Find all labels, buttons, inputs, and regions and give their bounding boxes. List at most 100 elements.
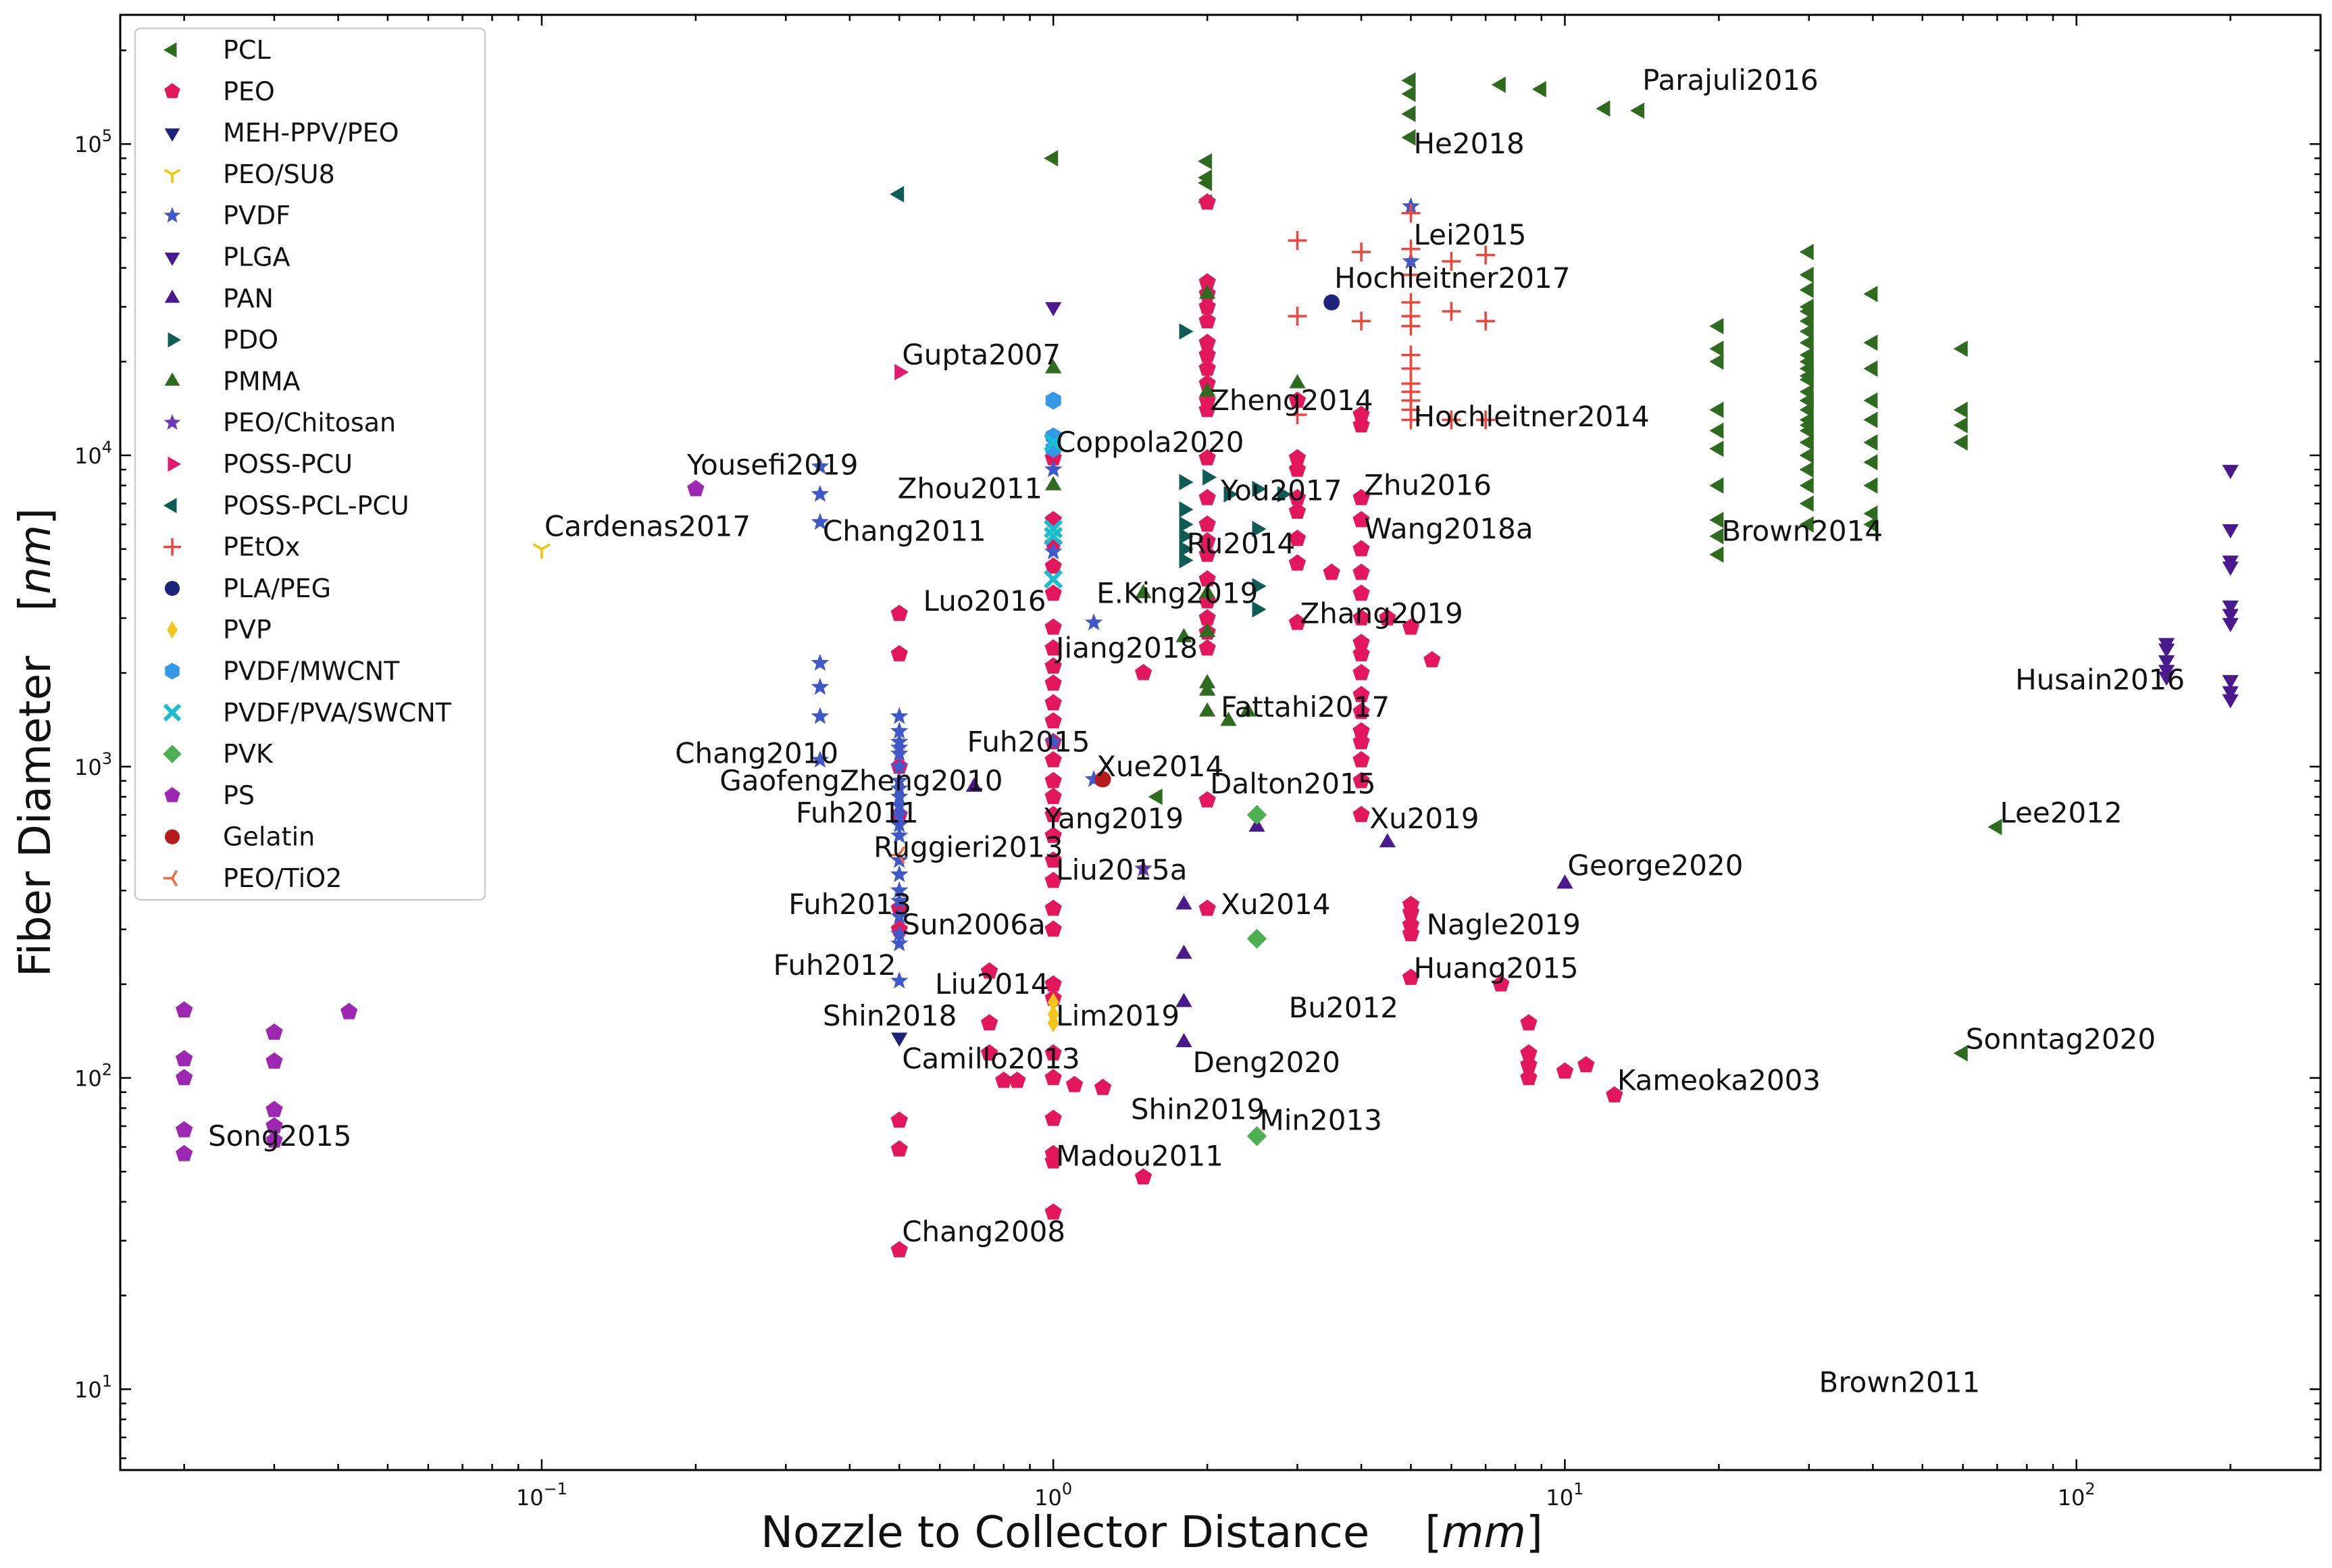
pvdf-point [890, 881, 909, 899]
petox-point [1401, 410, 1421, 430]
peo-point [1520, 1069, 1538, 1086]
peo-point [1402, 903, 1420, 920]
peo-point [1044, 826, 1062, 843]
pcl-point [1799, 299, 1814, 315]
petox-point [1288, 306, 1307, 326]
pcl-point [1863, 360, 1878, 377]
peo-point [1288, 554, 1307, 571]
legend-label: PVDF [223, 201, 290, 230]
legend-label: Gelatin [223, 822, 315, 852]
y-tick-label: 102 [74, 1061, 112, 1092]
peo-point [1094, 1078, 1112, 1095]
pcl-point [1863, 334, 1878, 351]
annotation-label: Hochleitner2017 [1334, 261, 1570, 295]
plga-point [2222, 465, 2239, 480]
peo-point [1044, 851, 1062, 868]
peo-point [1044, 899, 1062, 916]
legend-marker-pmma [164, 372, 180, 386]
annotation-label: GaofengZheng2010 [719, 764, 1003, 797]
annotation-label: Gupta2007 [902, 338, 1061, 372]
annotation-label: Zhou2011 [898, 472, 1043, 505]
peo-point [1352, 405, 1370, 422]
peo-point [1198, 449, 1216, 465]
pcl-point [1799, 495, 1814, 512]
legend-marker-pdo [168, 332, 181, 348]
pcl-point [1953, 401, 1968, 418]
peo-point [1044, 1152, 1062, 1169]
tick-labels: 10−1 100 101 102 101 102 103 104 105 [74, 126, 2096, 1511]
pdo-point [1179, 474, 1194, 490]
pcl-point [1799, 334, 1814, 351]
peo-point [1198, 193, 1216, 210]
pcl-point [1401, 105, 1416, 122]
pcl-point [1709, 318, 1724, 334]
peo-point [1352, 416, 1370, 433]
peo-chitosan-point [1134, 859, 1152, 877]
peo-point [1520, 1044, 1538, 1061]
peo-point [1044, 694, 1062, 711]
pcl-point [1709, 528, 1724, 545]
pdo-point [1277, 486, 1292, 503]
pcl-point [1863, 516, 1878, 533]
pmma-point [1045, 359, 1062, 374]
pvdf-point [1084, 769, 1103, 787]
legend-label: PEO/Chitosan [223, 408, 396, 438]
legend: PCL PEO MEH-PPV/PEO PEO/SU8 PVDF PLGA PAN PDO PM… [134, 27, 486, 901]
pcl-point [1953, 340, 1968, 357]
annotation-label: Kameoka2003 [1617, 1064, 1821, 1097]
annotation-label: Nagle2019 [1427, 908, 1581, 941]
pan-point [1556, 874, 1573, 889]
annotation-label: Lei2015 [1413, 218, 1526, 251]
annotation-label: Hochleitner2014 [1413, 400, 1649, 433]
pvdf-point [1402, 251, 1420, 270]
legend-label: PVDF/PVA/SWCNT [223, 698, 452, 728]
peo-point [1044, 1109, 1062, 1126]
pmma-point [1045, 476, 1062, 490]
peo-point [890, 1140, 908, 1157]
annotation-label: Ru2014 [1186, 527, 1295, 560]
pcl-point [1044, 150, 1059, 167]
legend-marker-gelatin [164, 829, 180, 844]
peo-point [1198, 532, 1216, 549]
legend-label: PEO/TiO2 [223, 863, 342, 893]
peo-point [1606, 1086, 1623, 1103]
annotation-label: Husain2016 [2015, 663, 2185, 696]
legend-marker-pcl [163, 42, 177, 58]
legend-marker-pvdf-pva-swcnt [163, 703, 182, 722]
peo-point [1198, 297, 1216, 314]
peo-point [1044, 712, 1062, 729]
legend-marker-pla-peg [164, 580, 180, 596]
peo-point [1288, 488, 1307, 505]
peo-point [1198, 639, 1216, 656]
pcl-point [1987, 819, 2002, 836]
pvdf-point [890, 722, 909, 739]
pvdf-point [811, 751, 830, 768]
x-tick-label: 100 [1034, 1480, 1072, 1511]
peo-point [1352, 511, 1370, 528]
pan-point [1175, 992, 1192, 1007]
pmma-point [1220, 711, 1237, 726]
pcl-point [1709, 422, 1724, 439]
petox-point [1442, 410, 1461, 430]
annotation-label: Brown2014 [1721, 514, 1883, 547]
pvk-point [1246, 1126, 1267, 1146]
pcl-point [1953, 434, 1968, 451]
annotation-label: Liu2014 [935, 967, 1049, 1001]
peo-point [1044, 674, 1062, 691]
annotation-label: Fuh2013 [788, 888, 911, 921]
peo-point [1352, 733, 1370, 750]
ps-point [176, 1144, 193, 1161]
pcl-point [1491, 76, 1506, 93]
peo-point [1198, 609, 1216, 626]
pvdf-point [890, 707, 909, 724]
annotation-label: Min2013 [1260, 1104, 1382, 1137]
ps-point [340, 1003, 358, 1019]
peo-point [1577, 1056, 1595, 1073]
y-tick-label: 103 [74, 749, 112, 780]
axis-ticks [120, 15, 2322, 1470]
legend-label: PVP [223, 615, 272, 644]
pcl-point [1863, 411, 1878, 428]
peo-point [1402, 618, 1420, 635]
plga-point [2222, 561, 2239, 576]
peo-point [1198, 570, 1216, 587]
